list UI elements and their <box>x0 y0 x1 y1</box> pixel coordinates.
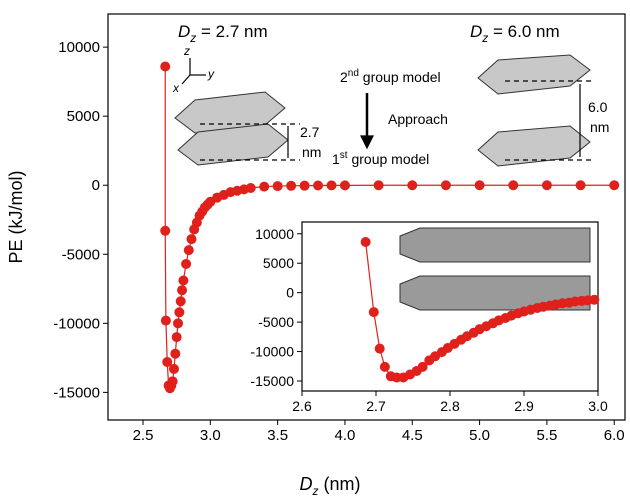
data-point <box>245 183 256 193</box>
annotation-sup: st <box>340 150 348 161</box>
data-point <box>178 275 189 286</box>
model-drawings <box>174 54 591 311</box>
data-point <box>177 285 188 296</box>
x-axis-label: Dz (nm) <box>300 474 361 498</box>
data-point <box>508 180 519 191</box>
annotation-rest: group model <box>348 151 430 167</box>
data-point <box>186 234 197 245</box>
x-label-sub: z <box>312 484 319 498</box>
annotation-sup: nd <box>348 68 359 79</box>
data-point <box>160 315 171 326</box>
annotation-rest: group model <box>359 69 441 85</box>
data-point <box>183 245 194 256</box>
annotation-pre: 2 <box>340 69 348 85</box>
annotation: Approach <box>388 111 448 127</box>
y-tick-label: 10000 <box>58 39 100 56</box>
y-tick-label: 0 <box>286 285 294 301</box>
x-tick-label: 5.5 <box>536 427 557 444</box>
data-point <box>171 332 182 343</box>
x-tick-label: 6.0 <box>604 427 625 444</box>
y-tick-label: 5000 <box>263 255 294 271</box>
annotation-rest: = 2.7 nm <box>196 22 267 41</box>
data-point <box>368 307 379 318</box>
data-point <box>167 376 178 387</box>
annotation: 1st group model <box>332 150 429 167</box>
annotation: 2.7 <box>300 124 320 140</box>
x-tick-label: 2.7 <box>366 398 386 414</box>
x-tick-label: 2.8 <box>440 398 460 414</box>
data-point <box>407 180 418 191</box>
y-tick-label: -5000 <box>62 246 100 263</box>
y-tick-label: -10000 <box>250 344 294 360</box>
data-point <box>313 180 324 191</box>
annotation-main: D <box>178 22 190 41</box>
data-point <box>379 361 390 372</box>
data-point <box>360 237 371 248</box>
x-tick-label: 3.5 <box>267 427 288 444</box>
annotation: Dz = 2.7 nm <box>178 22 268 45</box>
data-point <box>575 180 586 191</box>
data-point <box>374 343 385 354</box>
x-tick-label: 4.0 <box>335 427 356 444</box>
annotation: nm <box>302 144 321 160</box>
y-tick-label: -15000 <box>53 384 100 401</box>
y-tick-label: -10000 <box>53 315 100 332</box>
x-tick-label: 5.0 <box>469 427 490 444</box>
guides <box>181 58 595 161</box>
annotation-pre: 1 <box>332 151 340 167</box>
data-point <box>272 181 283 192</box>
annotation-sub: z <box>189 31 196 45</box>
data-point <box>440 180 451 191</box>
data-point <box>175 296 186 307</box>
x-label-rest: (nm) <box>319 474 361 494</box>
y-tick-label: 5000 <box>67 108 100 125</box>
x-tick-label: 3.0 <box>200 427 221 444</box>
annotation-rest: = 6.0 nm <box>488 22 559 41</box>
y-tick-label: 0 <box>92 177 100 194</box>
annotation: nm <box>590 119 609 135</box>
y-tick-label: -15000 <box>250 373 294 389</box>
plot-frame <box>107 13 626 421</box>
data-point <box>373 180 384 191</box>
x-tick-label: 4.5 <box>402 427 423 444</box>
data-point <box>541 180 552 191</box>
annotation-sub: z <box>481 31 488 45</box>
x-tick-label: 2.9 <box>514 398 534 414</box>
data-point <box>168 363 179 374</box>
data-point <box>174 307 185 318</box>
data-point <box>299 180 310 191</box>
axis-glyph: x <box>172 81 180 95</box>
x-tick-label: 2.5 <box>133 427 154 444</box>
axis-glyph: y <box>207 67 215 81</box>
data-point <box>609 180 620 191</box>
y-axis-label: PE (kJ/mol) <box>6 170 26 263</box>
data-point <box>181 258 192 269</box>
data-point <box>417 361 428 372</box>
data-point <box>339 180 350 191</box>
data-point <box>286 180 297 191</box>
y-tick-label: -5000 <box>258 314 294 330</box>
annotation: 6.0 <box>588 99 608 115</box>
axis-glyph: z <box>183 44 190 58</box>
data-point <box>326 180 337 191</box>
data-point <box>160 225 171 236</box>
data-point <box>160 61 171 72</box>
annotation: Dz = 6.0 nm <box>470 22 560 45</box>
annotation: 2nd group model <box>340 68 441 85</box>
data-point <box>162 357 173 367</box>
x-tick-label: 3.0 <box>588 398 608 414</box>
data-point <box>474 180 485 191</box>
x-label-main: D <box>300 474 313 494</box>
data-point <box>173 318 184 329</box>
data-point <box>170 348 181 359</box>
y-tick-label: 10000 <box>255 226 294 242</box>
annotation-main: D <box>470 22 482 41</box>
x-tick-label: 2.6 <box>292 398 312 414</box>
data-point <box>589 294 600 305</box>
data-point <box>259 181 270 192</box>
